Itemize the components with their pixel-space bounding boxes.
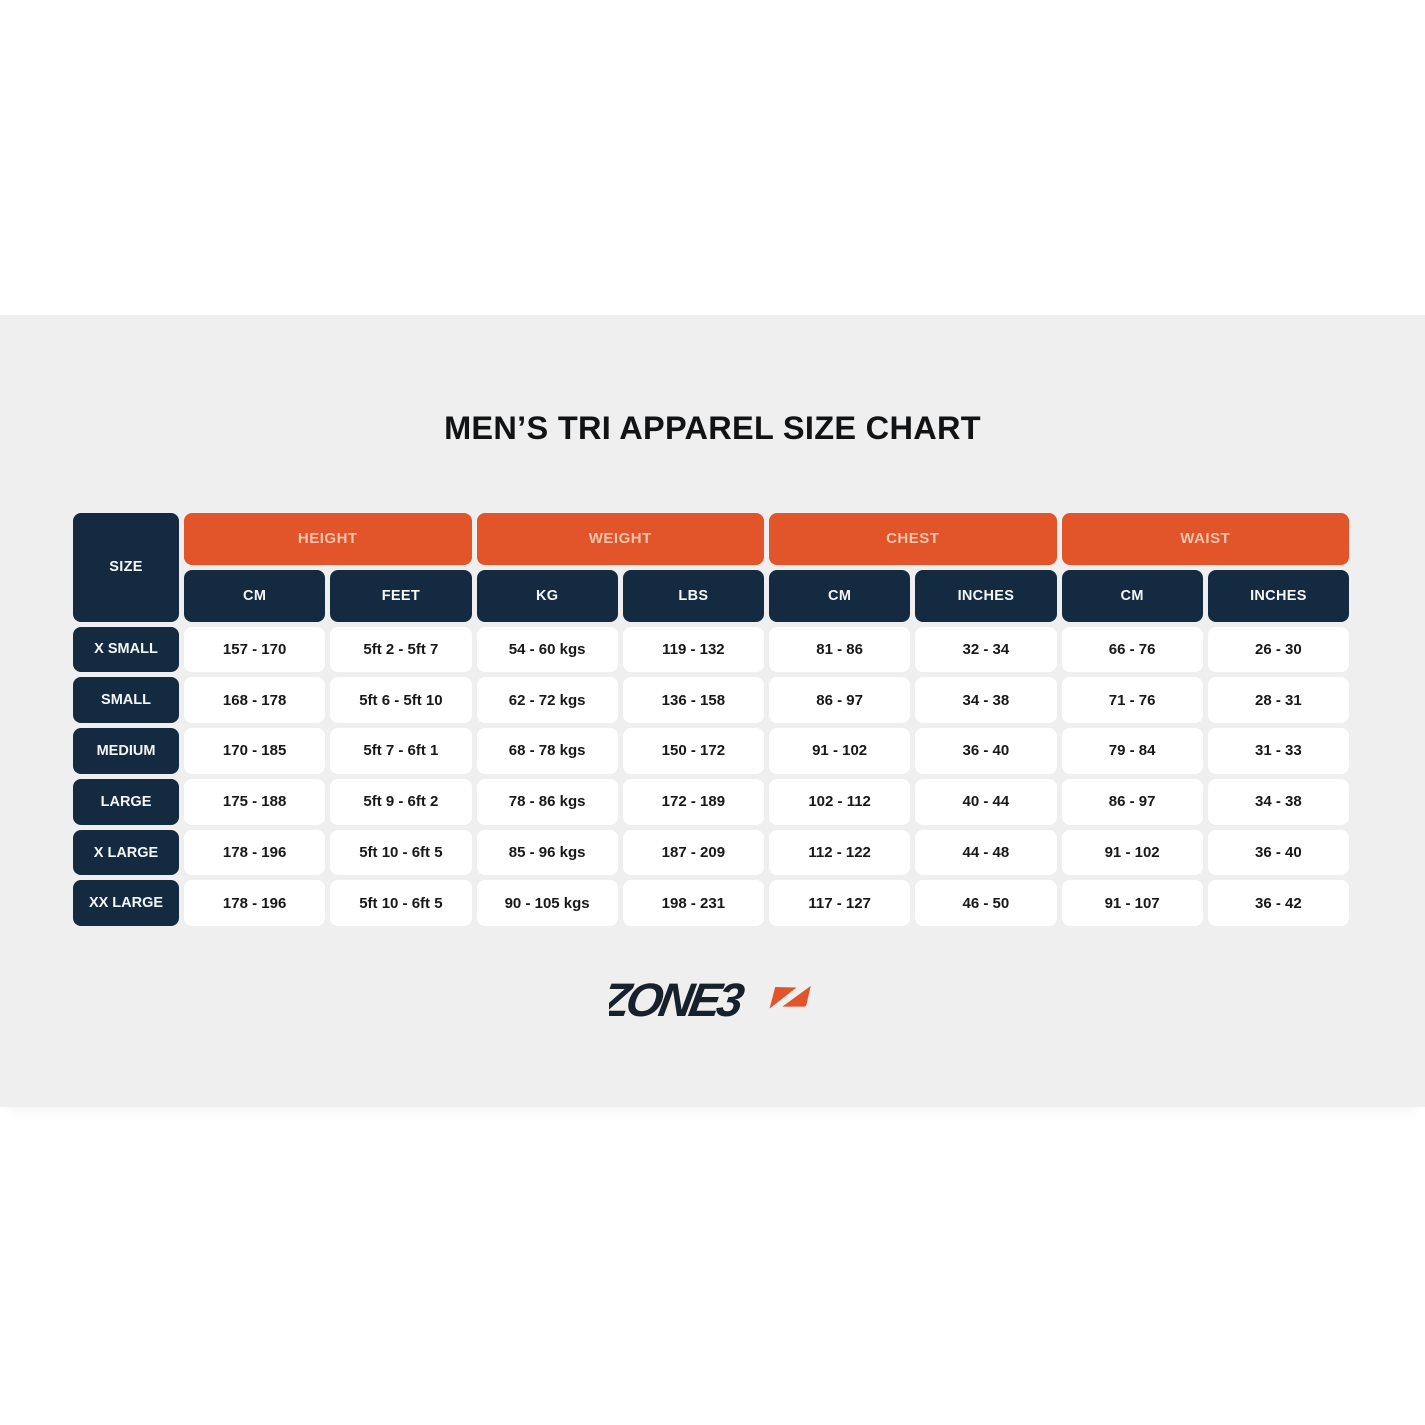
svg-text:ZONE3: ZONE3 — [609, 981, 748, 1025]
